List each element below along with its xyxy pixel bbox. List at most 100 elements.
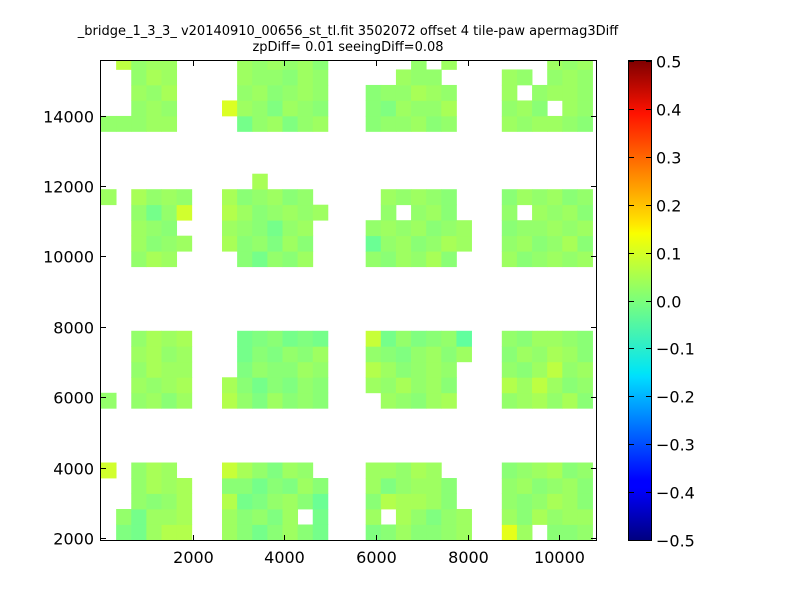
heatmap-cell — [532, 509, 548, 525]
heatmap-cell — [176, 189, 193, 206]
heatmap-cell — [237, 493, 253, 510]
heatmap-cell — [411, 220, 427, 237]
heatmap-cell — [441, 509, 457, 525]
heatmap-cell — [516, 251, 533, 268]
heatmap-cell — [411, 189, 427, 206]
y-tick-label: 10000 — [43, 248, 94, 267]
heatmap-cell — [237, 392, 253, 409]
heatmap-cell — [267, 462, 283, 479]
colorbar-tick-label: 0.5 — [656, 53, 681, 72]
heatmap-cell — [577, 61, 593, 70]
heatmap-cell — [501, 69, 518, 86]
heatmap-cell — [516, 115, 533, 132]
heatmap-cell — [426, 115, 442, 132]
heatmap-cell — [131, 204, 147, 221]
heatmap-cell — [161, 478, 178, 494]
heatmap-cell — [426, 346, 442, 363]
chart-title: _bridge_1_3_3_ v20140910_00656_st_tl.fit… — [77, 24, 619, 39]
heatmap-cell — [131, 346, 147, 363]
heatmap-cell — [101, 189, 117, 206]
heatmap-cell — [395, 462, 412, 479]
heatmap-cell — [441, 220, 457, 237]
heatmap-cell — [297, 524, 314, 540]
heatmap-cell — [161, 61, 178, 70]
heatmap-cell — [441, 330, 457, 347]
heatmap-cell — [380, 115, 397, 132]
heatmap-cell — [516, 509, 533, 525]
heatmap-cell — [312, 392, 329, 409]
heatmap-cell — [426, 251, 442, 268]
heatmap-cell — [237, 524, 253, 540]
heatmap-cell — [577, 115, 593, 132]
heatmap-cell — [547, 377, 563, 394]
heatmap-cell — [380, 462, 397, 479]
heatmap-cell — [547, 189, 563, 206]
heatmap-cell — [441, 115, 457, 132]
heatmap-cell — [501, 361, 518, 378]
heatmap-cell — [252, 392, 268, 409]
colorbar-tick-label: 0.3 — [656, 149, 681, 168]
heatmap-cell — [161, 220, 178, 237]
heatmap-cell — [161, 115, 178, 132]
heatmap-cell — [411, 115, 427, 132]
heatmap-cell — [456, 235, 472, 252]
heatmap-cell — [411, 462, 427, 479]
heatmap-cell — [237, 84, 253, 101]
heatmap-cell — [411, 524, 427, 540]
heatmap-cell — [146, 251, 162, 268]
heatmap-cell — [365, 330, 382, 347]
heatmap-cell — [395, 493, 412, 510]
colorbar-tick-label: −0.2 — [656, 388, 695, 407]
heatmap-cell — [380, 524, 397, 540]
heatmap-cell — [161, 100, 178, 117]
heatmap-cell — [380, 392, 397, 409]
heatmap-cell — [562, 235, 578, 252]
heatmap-cell — [267, 220, 283, 237]
heatmap-cell — [365, 251, 382, 268]
heatmap-cell — [131, 392, 147, 409]
heatmap-cell — [426, 220, 442, 237]
heatmap-cell — [532, 330, 548, 347]
heatmap-cell — [297, 251, 314, 268]
heatmap-cell — [176, 392, 193, 409]
heatmap-cell — [176, 330, 193, 347]
heatmap-cell — [131, 69, 147, 86]
heatmap-cell — [562, 204, 578, 221]
heatmap-cell — [282, 377, 299, 394]
heatmap-cell — [176, 204, 193, 221]
heatmap-cell — [365, 524, 382, 540]
heatmap-cell — [395, 115, 412, 132]
heatmap-cell — [456, 346, 472, 363]
heatmap-cell — [501, 493, 518, 510]
heatmap-cell — [131, 493, 147, 510]
heatmap-cell — [161, 346, 178, 363]
heatmap-cell — [532, 361, 548, 378]
y-tick-label: 4000 — [53, 460, 94, 479]
heatmap-cell — [297, 377, 314, 394]
heatmap-cell — [395, 509, 412, 525]
heatmap-cell — [411, 100, 427, 117]
heatmap-cell — [501, 509, 518, 525]
heatmap-cell — [426, 524, 442, 540]
heatmap-cell — [426, 377, 442, 394]
colorbar-tick-label: 0.1 — [656, 245, 681, 264]
heatmap-cell — [282, 204, 299, 221]
heatmap-cell — [161, 204, 178, 221]
heatmap-cell — [146, 235, 162, 252]
heatmap-cell — [267, 493, 283, 510]
heatmap-cell — [365, 462, 382, 479]
heatmap-cell — [547, 361, 563, 378]
heatmap-cell — [252, 478, 268, 494]
heatmap-cell — [532, 84, 548, 101]
heatmap-cell — [116, 115, 132, 132]
y-tick-label: 6000 — [53, 389, 94, 408]
heatmap-cell — [441, 84, 457, 101]
heatmap-cell — [501, 220, 518, 237]
heatmap-cell — [297, 346, 314, 363]
heatmap-cell — [252, 61, 268, 70]
heatmap-cell — [297, 115, 314, 132]
heatmap-cell — [395, 478, 412, 494]
colorbar-tick-label: 0.0 — [656, 293, 681, 312]
heatmap-cell — [312, 115, 329, 132]
heatmap-cell — [501, 392, 518, 409]
